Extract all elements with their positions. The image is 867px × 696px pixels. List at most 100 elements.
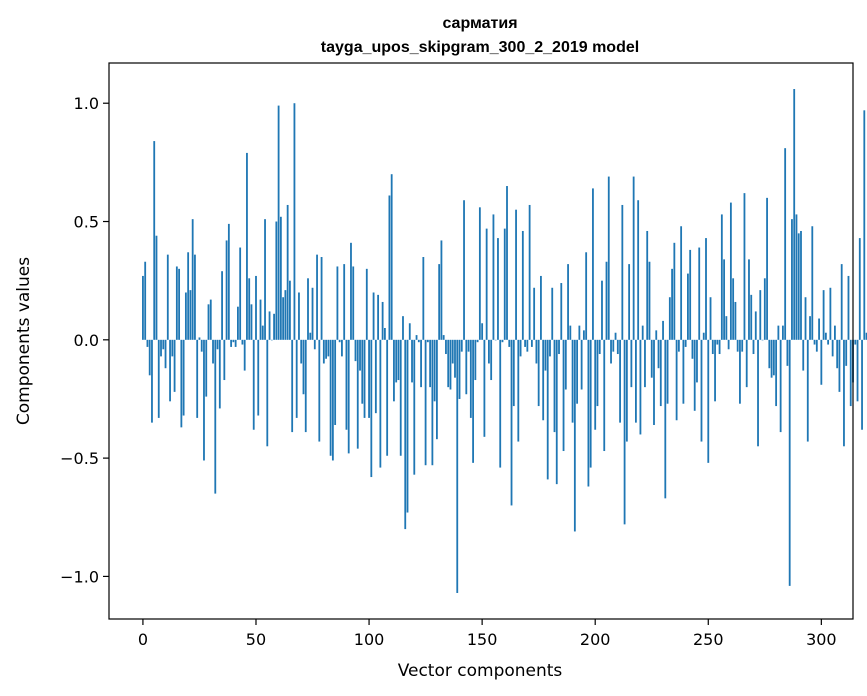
bar <box>205 339 208 397</box>
bar <box>368 339 370 418</box>
bar <box>166 254 169 340</box>
bar <box>741 339 744 352</box>
bar <box>671 268 673 340</box>
bar <box>508 339 511 347</box>
bar <box>698 247 701 340</box>
bar <box>836 339 839 369</box>
bar <box>230 339 233 347</box>
bar <box>519 339 522 357</box>
bar <box>359 339 361 371</box>
bar <box>433 339 436 402</box>
bar <box>248 278 251 340</box>
bar <box>223 339 226 381</box>
bar <box>445 339 447 355</box>
bar <box>623 339 626 525</box>
bar <box>307 278 309 340</box>
bar <box>472 339 474 463</box>
bar <box>497 238 499 340</box>
bar <box>650 339 653 378</box>
bar <box>289 280 291 340</box>
bar <box>302 339 305 395</box>
bar <box>540 275 542 340</box>
bar <box>800 230 802 340</box>
bar <box>675 339 678 421</box>
x-tick-label: 200 <box>580 630 611 649</box>
bar <box>714 339 716 402</box>
bar <box>793 89 796 340</box>
bar <box>189 290 192 340</box>
bar <box>214 339 217 494</box>
bar <box>813 339 816 345</box>
bar <box>795 214 798 340</box>
bar <box>861 339 863 430</box>
bar <box>750 294 753 340</box>
bar <box>246 152 248 340</box>
bar <box>603 339 606 452</box>
bar <box>560 283 563 340</box>
bar <box>761 339 764 341</box>
bar <box>390 174 393 340</box>
bar <box>160 339 162 357</box>
bar <box>512 339 515 407</box>
bar <box>576 339 579 404</box>
bar <box>203 339 205 461</box>
bar <box>311 287 314 340</box>
y-tick-label: 0.5 <box>74 213 99 232</box>
bar <box>463 200 465 340</box>
bar <box>598 339 601 355</box>
bar <box>562 339 565 452</box>
bar <box>178 268 181 340</box>
bar <box>196 339 199 418</box>
bar <box>361 339 364 404</box>
bar <box>822 290 825 340</box>
bar <box>341 339 343 357</box>
bar <box>304 339 307 433</box>
bar <box>820 339 823 385</box>
bar <box>144 261 147 340</box>
plot-frame <box>108 62 854 620</box>
bar <box>834 325 836 340</box>
bar <box>313 339 316 350</box>
bar <box>573 339 576 532</box>
bar <box>621 204 624 340</box>
bar <box>212 339 214 364</box>
bar <box>478 207 481 340</box>
bar <box>716 339 719 345</box>
bar <box>752 339 755 355</box>
bar <box>865 332 867 340</box>
bar <box>818 318 820 340</box>
bar <box>331 339 334 461</box>
bar <box>216 339 219 350</box>
bar <box>677 339 680 352</box>
bar <box>648 261 651 340</box>
bar <box>325 339 327 359</box>
bar <box>173 339 176 392</box>
bar <box>745 339 748 388</box>
bar <box>291 339 294 433</box>
bar <box>847 275 850 340</box>
x-tick-label: 300 <box>806 630 837 649</box>
bar <box>354 339 357 362</box>
bar <box>467 339 470 352</box>
bar <box>284 290 287 340</box>
bar <box>241 339 244 345</box>
bar <box>474 339 477 381</box>
bar <box>635 339 637 423</box>
bar <box>802 339 805 371</box>
bar <box>521 230 524 340</box>
bar <box>237 306 239 340</box>
bar <box>270 339 273 341</box>
bar <box>605 261 608 340</box>
bar <box>806 339 809 442</box>
bar <box>542 339 545 421</box>
bar <box>316 254 318 340</box>
bar <box>370 339 373 478</box>
bar <box>553 339 556 433</box>
bar <box>680 226 683 340</box>
bar <box>298 292 300 340</box>
bar <box>393 339 395 402</box>
bar <box>282 297 285 340</box>
bar <box>257 339 260 416</box>
bar <box>171 339 174 357</box>
bar <box>286 204 289 340</box>
